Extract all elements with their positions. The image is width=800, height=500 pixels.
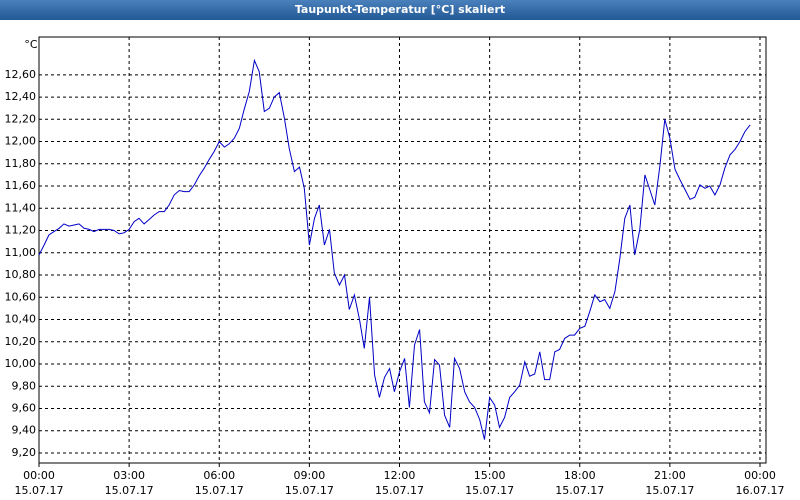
x-tick-label: 12:00 15.07.17	[374, 469, 424, 497]
y-tick-label: 12,60	[5, 68, 37, 81]
y-tick-label: 10,00	[5, 357, 37, 370]
x-tick-label: 15:00 15.07.17	[465, 469, 515, 497]
y-tick-label: 9,80	[12, 379, 37, 392]
data-line	[38, 58, 751, 440]
y-tick-label: 12,40	[5, 90, 37, 103]
x-tick-label: 00:00 15.07.17	[14, 469, 64, 497]
y-tick-label: 9,40	[12, 424, 37, 437]
y-tick-label: 11,00	[5, 246, 37, 259]
y-tick-label: 11,80	[5, 157, 37, 170]
y-tick-label: 12,00	[5, 135, 37, 148]
y-axis-label: °C	[24, 38, 38, 51]
y-tick-label: 10,40	[5, 313, 37, 326]
y-tick-label: 11,40	[5, 201, 37, 214]
x-tick-label: 00:00 16.07.17	[735, 469, 785, 497]
chart-title: Taupunkt-Temperatur [°C] skaliert	[0, 0, 800, 20]
y-tick-label: 9,60	[12, 401, 37, 414]
plot-area	[38, 36, 767, 464]
x-tick-label: 06:00 15.07.17	[194, 469, 244, 497]
y-tick-label: 11,60	[5, 179, 37, 192]
x-tick-label: 09:00 15.07.17	[284, 469, 334, 497]
y-tick-label: 10,80	[5, 268, 37, 281]
x-tick-label: 03:00 15.07.17	[104, 469, 154, 497]
y-tick-label: 10,20	[5, 335, 37, 348]
y-tick-label: 11,20	[5, 224, 37, 237]
y-tick-label: 9,20	[12, 446, 37, 459]
x-tick-label: 21:00 15.07.17	[645, 469, 695, 497]
y-tick-label: 12,20	[5, 112, 37, 125]
x-tick-label: 18:00 15.07.17	[555, 469, 605, 497]
y-tick-label: 10,60	[5, 290, 37, 303]
